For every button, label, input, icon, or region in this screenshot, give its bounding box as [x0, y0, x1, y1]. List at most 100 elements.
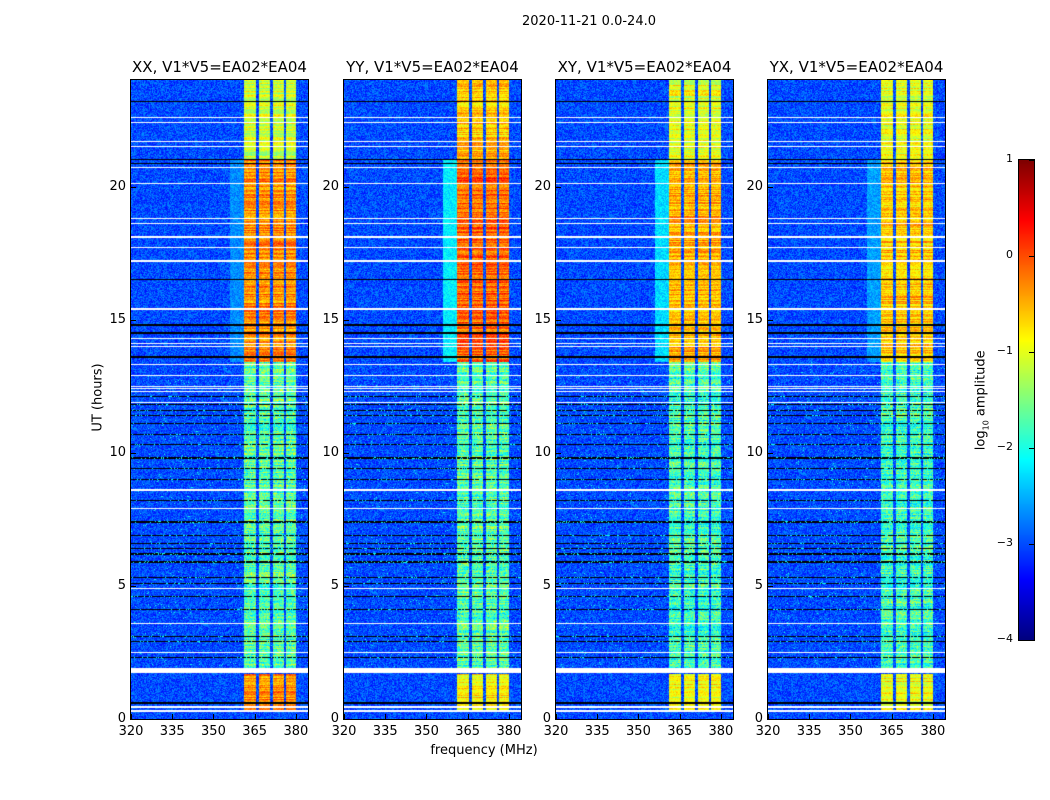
- colorbar-tick-mark: [1029, 640, 1034, 641]
- x-tick-mark: [891, 714, 893, 719]
- x-tick-mark: [556, 714, 557, 719]
- x-tick-label: 320: [331, 724, 357, 739]
- x-tick-mark: [344, 714, 345, 719]
- x-axis-label: frequency (MHz): [430, 743, 538, 758]
- y-tick-label: 0: [330, 711, 339, 726]
- x-tick-mark: [131, 714, 132, 719]
- y-tick-mark: [556, 452, 561, 454]
- spectrogram-image: [344, 80, 521, 719]
- y-tick-mark: [768, 585, 773, 587]
- x-tick-mark: [172, 714, 174, 719]
- x-tick-label: 320: [755, 724, 781, 739]
- colorbar-tick-label: −4: [996, 632, 1013, 645]
- x-tick-mark: [385, 714, 387, 719]
- colorbar: [1018, 159, 1035, 641]
- y-tick-mark: [556, 186, 561, 188]
- x-tick-label: 335: [372, 724, 398, 739]
- y-tick-mark: [131, 452, 136, 454]
- y-tick-mark: [344, 585, 349, 587]
- x-tick-mark: [508, 714, 510, 719]
- colorbar-tick-mark: [1029, 160, 1034, 161]
- y-tick-label: 20: [322, 178, 339, 194]
- y-tick-label: 10: [322, 444, 339, 460]
- spectrogram-image: [131, 80, 308, 719]
- x-tick-label: 335: [796, 724, 822, 739]
- spectrogram-panel-2: [343, 79, 522, 720]
- colorbar-tick-label: −1: [996, 344, 1013, 357]
- y-tick-mark: [344, 319, 349, 321]
- colorbar-tick-label: −3: [996, 536, 1013, 549]
- colorbar-tick-label: −2: [996, 440, 1013, 453]
- x-tick-mark: [213, 714, 215, 719]
- y-tick-mark: [344, 719, 349, 720]
- panel-title: XX, V1*V5=EA02*EA04: [132, 58, 307, 76]
- y-tick-label: 5: [117, 577, 126, 593]
- y-tick-label: 10: [109, 444, 126, 460]
- x-tick-label: 350: [626, 724, 651, 739]
- spectrogram-panel-4: [767, 79, 946, 720]
- y-tick-mark: [131, 719, 136, 720]
- x-tick-mark: [295, 714, 297, 719]
- x-tick-mark: [638, 714, 640, 719]
- x-tick-label: 365: [879, 724, 905, 739]
- x-tick-label: 320: [543, 724, 569, 739]
- x-tick-label: 350: [414, 724, 439, 739]
- x-tick-label: 380: [283, 724, 309, 739]
- y-tick-mark: [768, 719, 773, 720]
- panel-title: YY, V1*V5=EA02*EA04: [346, 58, 519, 76]
- y-tick-label: 15: [109, 311, 126, 327]
- y-tick-mark: [556, 585, 561, 587]
- y-tick-label: 15: [534, 311, 551, 327]
- colorbar-tick-label: 0: [1006, 248, 1013, 261]
- y-tick-label: 15: [322, 311, 339, 327]
- y-tick-mark: [344, 452, 349, 454]
- x-tick-mark: [426, 714, 428, 719]
- y-tick-mark: [768, 319, 773, 321]
- y-tick-label: 5: [330, 577, 339, 593]
- x-tick-label: 380: [708, 724, 734, 739]
- spectrogram-panel-1: [130, 79, 309, 720]
- y-tick-mark: [768, 452, 773, 454]
- x-tick-mark: [467, 714, 469, 719]
- spectrogram-image: [556, 80, 733, 719]
- x-tick-label: 320: [118, 724, 144, 739]
- x-tick-mark: [679, 714, 681, 719]
- y-tick-mark: [556, 319, 561, 321]
- x-tick-mark: [809, 714, 811, 719]
- x-tick-label: 350: [838, 724, 863, 739]
- x-tick-label: 380: [496, 724, 522, 739]
- figure-title: 2020-11-21 0.0-24.0: [522, 14, 656, 29]
- x-tick-mark: [254, 714, 256, 719]
- y-tick-label: 0: [117, 711, 126, 726]
- y-tick-label: 10: [534, 444, 551, 460]
- colorbar-gradient: [1019, 160, 1034, 640]
- y-tick-label: 0: [542, 711, 551, 726]
- x-tick-label: 365: [455, 724, 481, 739]
- colorbar-tick-mark: [1029, 544, 1034, 545]
- y-tick-label: 20: [534, 178, 551, 194]
- x-tick-mark: [597, 714, 599, 719]
- x-tick-label: 335: [159, 724, 185, 739]
- spectrogram-image: [768, 80, 945, 719]
- colorbar-tick-label: 1: [1006, 152, 1013, 165]
- colorbar-tick-mark: [1029, 256, 1034, 257]
- x-tick-label: 365: [242, 724, 268, 739]
- y-tick-label: 0: [754, 711, 763, 726]
- x-tick-label: 335: [584, 724, 610, 739]
- y-tick-label: 5: [542, 577, 551, 593]
- y-tick-mark: [768, 186, 773, 188]
- y-tick-mark: [131, 585, 136, 587]
- colorbar-tick-mark: [1029, 352, 1034, 353]
- x-tick-label: 350: [201, 724, 226, 739]
- y-tick-mark: [131, 186, 136, 188]
- panel-title: XY, V1*V5=EA02*EA04: [557, 58, 732, 76]
- x-tick-mark: [850, 714, 852, 719]
- y-tick-label: 10: [746, 444, 763, 460]
- x-tick-label: 380: [920, 724, 946, 739]
- y-tick-label: 20: [746, 178, 763, 194]
- y-tick-mark: [131, 319, 136, 321]
- y-tick-label: 5: [754, 577, 763, 593]
- x-tick-mark: [720, 714, 722, 719]
- y-tick-label: 15: [746, 311, 763, 327]
